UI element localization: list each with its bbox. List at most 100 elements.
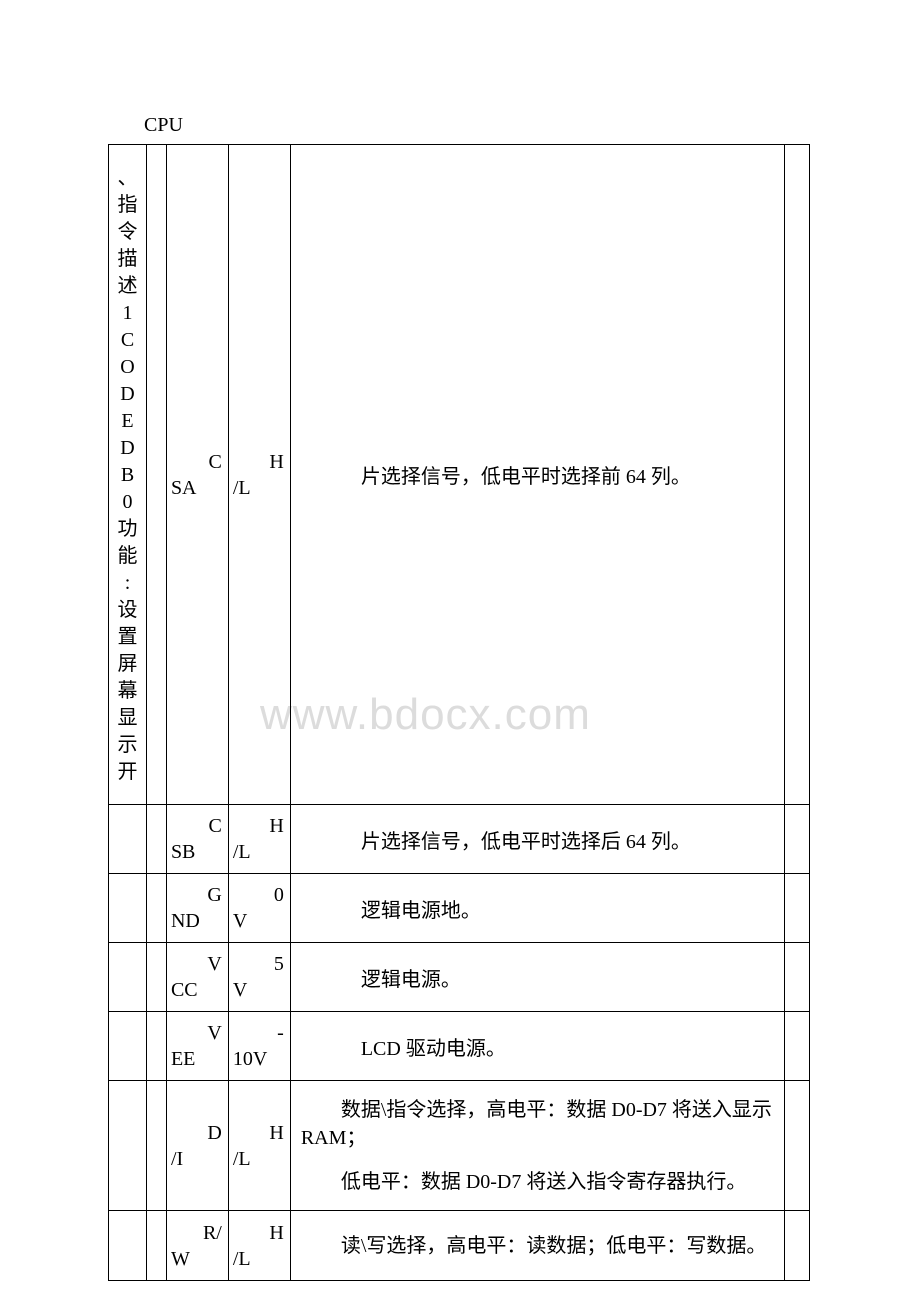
table-row: G ND 0 V 逻辑电源地。 <box>109 874 810 943</box>
pin-description: 逻辑电源。 <box>321 963 776 992</box>
pin-description-cell: 片选择信号，低电平时选择前 64 列。 <box>290 145 784 805</box>
pin-level-line2: V <box>233 977 284 1003</box>
pin-description-para2: 低电平：数据 D0-D7 将送入指令寄存器执行。 <box>301 1168 776 1196</box>
pin-name-line1: V <box>207 953 221 975</box>
pin-level-line2: V <box>233 908 284 934</box>
pin-level-cell: - 10V <box>228 1012 290 1081</box>
col1-char: O <box>120 354 134 381</box>
pin-name-line2: SB <box>171 839 222 865</box>
pin-name-cell: V CC <box>166 943 228 1012</box>
col1-cell <box>109 874 147 943</box>
pin-level-cell: H /L <box>228 1081 290 1211</box>
col6-cell <box>784 145 809 805</box>
col1-char: 述 <box>117 273 137 300</box>
col2-cell <box>146 874 166 943</box>
pin-level-line2: /L <box>233 1246 284 1272</box>
col1-cell <box>109 1211 147 1281</box>
pin-name-line1: G <box>207 884 221 906</box>
table-row: R/ W H /L 读\写选择，高电平：读数据；低电平：写数据。 <box>109 1211 810 1281</box>
pin-name-line1: V <box>207 1022 221 1044</box>
pin-level-cell: H /L <box>228 145 290 805</box>
col2-cell <box>146 1211 166 1281</box>
col1-cell: 、 指 令 描 述 1 C O D E D B 0 功 能 : 设 <box>109 145 147 805</box>
col1-cell <box>109 1081 147 1211</box>
pin-level-line1: H <box>269 1222 283 1244</box>
pin-name-line1: C <box>209 451 222 473</box>
col1-char: 幕 <box>117 678 137 705</box>
pin-description-cell: 数据\指令选择，高电平：数据 D0-D7 将送入显示 RAM； 低电平：数据 D… <box>290 1081 784 1211</box>
pin-name-cell: D /I <box>166 1081 228 1211</box>
pin-name-cell: G ND <box>166 874 228 943</box>
col1-char: 功 <box>117 516 137 543</box>
table-row: 、 指 令 描 述 1 C O D E D B 0 功 能 : 设 <box>109 145 810 805</box>
pin-description-cell: 逻辑电源地。 <box>290 874 784 943</box>
col2-cell <box>146 943 166 1012</box>
pin-name-cell: C SB <box>166 805 228 874</box>
table-row: C SB H /L 片选择信号，低电平时选择后 64 列。 <box>109 805 810 874</box>
col1-char: 设 <box>117 597 137 624</box>
table-row: V EE - 10V LCD 驱动电源。 <box>109 1012 810 1081</box>
pin-name-line2: ND <box>171 908 222 934</box>
pin-description: 片选择信号，低电平时选择后 64 列。 <box>321 825 776 854</box>
pin-level-line2: /L <box>233 1146 284 1172</box>
pin-description: 片选择信号，低电平时选择前 64 列。 <box>321 460 776 489</box>
col1-vertical-content: 、 指 令 描 述 1 C O D E D B 0 功 能 : 设 <box>113 165 142 786</box>
col6-cell <box>784 1012 809 1081</box>
pin-description: 逻辑电源地。 <box>321 894 776 923</box>
table-row: D /I H /L 数据\指令选择，高电平：数据 D0-D7 将送入显示 RAM… <box>109 1081 810 1211</box>
col1-char: B <box>121 462 134 489</box>
col1-char: 0 <box>122 489 132 516</box>
col1-char: 置 <box>117 624 137 651</box>
pin-level-line1: 5 <box>274 953 284 975</box>
header-title: CPU <box>144 114 183 137</box>
pin-description-cell: 读\写选择，高电平：读数据；低电平：写数据。 <box>290 1211 784 1281</box>
col1-cell <box>109 1012 147 1081</box>
col6-cell <box>784 1081 809 1211</box>
pin-description: LCD 驱动电源。 <box>321 1032 776 1061</box>
pin-level-cell: H /L <box>228 805 290 874</box>
col6-cell <box>784 943 809 1012</box>
pin-name-line1: R/ <box>203 1222 222 1244</box>
table-row: V CC 5 V 逻辑电源。 <box>109 943 810 1012</box>
pin-level-line2: /L <box>233 475 284 501</box>
pin-level-line1: - <box>277 1022 284 1044</box>
col1-char: 示 <box>117 732 137 759</box>
pin-name-line1: C <box>209 815 222 837</box>
col1-char: 描 <box>117 246 137 273</box>
pin-name-line1: D <box>207 1122 221 1144</box>
main-table: 、 指 令 描 述 1 C O D E D B 0 功 能 : 设 <box>108 144 810 1281</box>
col1-char: 屏 <box>117 651 137 678</box>
col2-cell <box>146 1012 166 1081</box>
col1-char: : <box>125 570 131 597</box>
col6-cell <box>784 874 809 943</box>
pin-description-cell: 片选择信号，低电平时选择后 64 列。 <box>290 805 784 874</box>
col1-char: 能 <box>117 543 137 570</box>
col1-cell <box>109 943 147 1012</box>
col1-char: 1 <box>122 300 132 327</box>
pin-name-cell: V EE <box>166 1012 228 1081</box>
pin-level-line2: 10V <box>233 1046 284 1072</box>
col2-cell <box>146 805 166 874</box>
pin-level-cell: H /L <box>228 1211 290 1281</box>
pin-description-table: 、 指 令 描 述 1 C O D E D B 0 功 能 : 设 <box>108 144 810 1281</box>
pin-level-line1: H <box>269 815 283 837</box>
col1-char: C <box>121 327 134 354</box>
pin-name-line2: SA <box>171 475 222 501</box>
pin-level-cell: 5 V <box>228 943 290 1012</box>
col1-char: 指 <box>117 192 137 219</box>
pin-name-line2: CC <box>171 977 222 1003</box>
col1-char: D <box>120 435 134 462</box>
pin-description-cell: LCD 驱动电源。 <box>290 1012 784 1081</box>
col6-cell <box>784 1211 809 1281</box>
col1-char: 、 <box>117 165 137 192</box>
pin-level-line2: /L <box>233 839 284 865</box>
pin-name-line2: /I <box>171 1146 222 1172</box>
col1-char: 令 <box>117 219 137 246</box>
pin-name-line2: W <box>171 1246 222 1272</box>
pin-description-para1: 数据\指令选择，高电平：数据 D0-D7 将送入显示 RAM； <box>301 1096 776 1152</box>
col1-char: D <box>120 381 134 408</box>
pin-name-cell: C SA <box>166 145 228 805</box>
pin-level-line1: 0 <box>274 884 284 906</box>
col1-char: E <box>121 408 133 435</box>
pin-description: 读\写选择，高电平：读数据；低电平：写数据。 <box>301 1232 776 1260</box>
